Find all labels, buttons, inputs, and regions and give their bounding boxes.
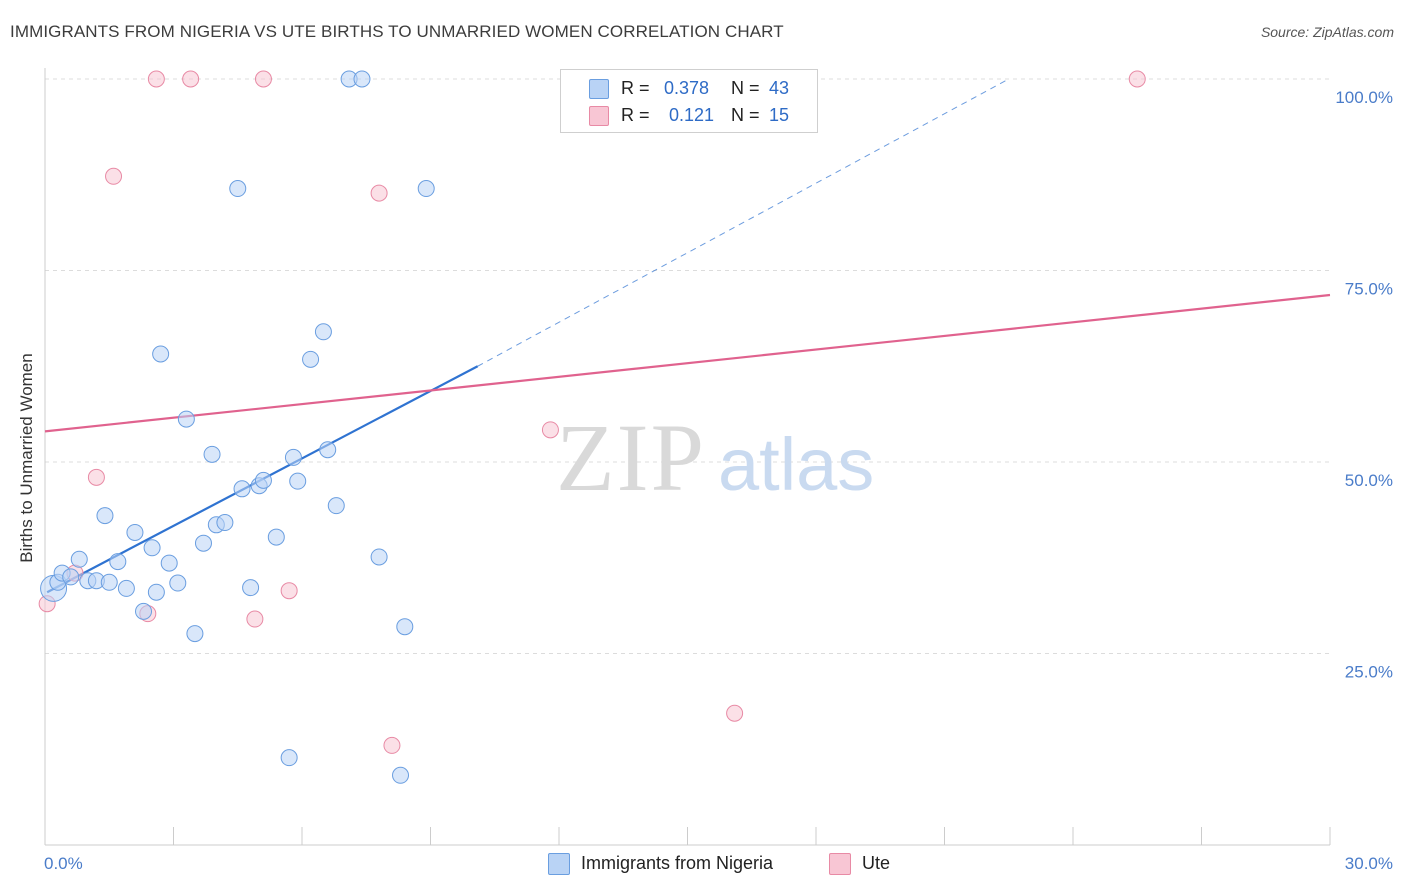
trend-line-nigeria-extension (477, 78, 1009, 367)
trend-line-ute (44, 293, 1331, 433)
point-ute (1128, 70, 1146, 88)
y-tick-label: 25.0% (1345, 663, 1393, 682)
point-nigeria (302, 350, 320, 368)
point-ute (105, 167, 123, 185)
x-tick-label: 30.0% (1345, 854, 1393, 873)
point-ute (280, 582, 298, 600)
point-ute (147, 70, 165, 88)
point-nigeria (254, 471, 272, 489)
point-nigeria (147, 583, 165, 601)
axes (44, 68, 1331, 846)
correlation-legend: R = 0.378 N = 43 R = 0.121 N = 15 (560, 69, 818, 133)
point-nigeria (314, 323, 332, 341)
point-nigeria (126, 523, 144, 541)
legend-n-value: 15 (769, 105, 790, 125)
data-points (38, 70, 1146, 784)
point-nigeria (135, 602, 153, 620)
legend-r-value: 0.121 (664, 105, 715, 125)
point-ute (541, 421, 559, 439)
point-nigeria (229, 180, 247, 198)
point-nigeria (194, 534, 212, 552)
point-nigeria (62, 568, 80, 586)
legend-r-label: R = (621, 105, 650, 125)
point-nigeria (289, 472, 307, 490)
point-nigeria (396, 618, 414, 636)
legend-n-label: N = (731, 78, 760, 98)
legend-r-value: 0.378 (664, 78, 710, 98)
point-nigeria (353, 70, 371, 88)
point-nigeria (143, 539, 161, 557)
watermark-atlas: atlas (718, 423, 874, 506)
point-nigeria (203, 445, 221, 463)
bottom-legend-swatch-nigeria (548, 853, 570, 875)
point-nigeria (327, 497, 345, 515)
point-ute (726, 704, 744, 722)
x-tick-label: 0.0% (44, 854, 83, 873)
point-ute (370, 184, 388, 202)
watermark-zip: ZIP (556, 404, 706, 511)
point-nigeria (109, 553, 127, 571)
legend-n-label: N = (731, 105, 760, 125)
point-nigeria (319, 441, 337, 459)
point-ute (246, 610, 264, 628)
trend-lines (44, 78, 1331, 594)
point-nigeria (96, 507, 114, 525)
point-nigeria (152, 345, 170, 363)
legend-n-value: 43 (769, 78, 790, 98)
point-nigeria (284, 448, 302, 466)
y-axis-label: Births to Unmarried Women (17, 353, 36, 562)
point-nigeria (233, 480, 251, 498)
point-ute (383, 736, 401, 754)
point-nigeria (417, 180, 435, 198)
point-nigeria (242, 579, 260, 597)
point-nigeria (160, 554, 178, 572)
chart-title: IMMIGRANTS FROM NIGERIA VS UTE BIRTHS TO… (10, 22, 784, 41)
bottom-legend-label-ute: Ute (862, 853, 891, 873)
point-nigeria (169, 574, 187, 592)
y-tick-label: 75.0% (1345, 280, 1393, 299)
point-nigeria (100, 573, 118, 591)
point-nigeria (186, 625, 204, 643)
gridlines (45, 78, 1330, 654)
point-nigeria (177, 410, 195, 428)
point-nigeria (267, 528, 285, 546)
point-ute (87, 468, 105, 486)
point-nigeria (117, 579, 135, 597)
point-nigeria (280, 749, 298, 767)
point-nigeria (370, 548, 388, 566)
point-nigeria (216, 514, 234, 532)
tick-labels: 25.0% 50.0% 75.0% 100.0% 0.0% 30.0% (44, 88, 1393, 873)
point-nigeria (392, 766, 410, 784)
y-tick-label: 100.0% (1335, 88, 1393, 107)
point-ute (254, 70, 272, 88)
bottom-legend-swatch-ute (829, 853, 851, 875)
bottom-legend-label-nigeria: Immigrants from Nigeria (581, 853, 774, 873)
legend-swatch-ute (589, 106, 609, 126)
legend-r-label: R = (621, 78, 650, 98)
point-nigeria (70, 550, 88, 568)
legend-swatch-nigeria (589, 79, 609, 99)
source-label: Source: ZipAtlas.com (1260, 24, 1394, 40)
y-tick-label: 50.0% (1345, 471, 1393, 490)
point-ute (182, 70, 200, 88)
